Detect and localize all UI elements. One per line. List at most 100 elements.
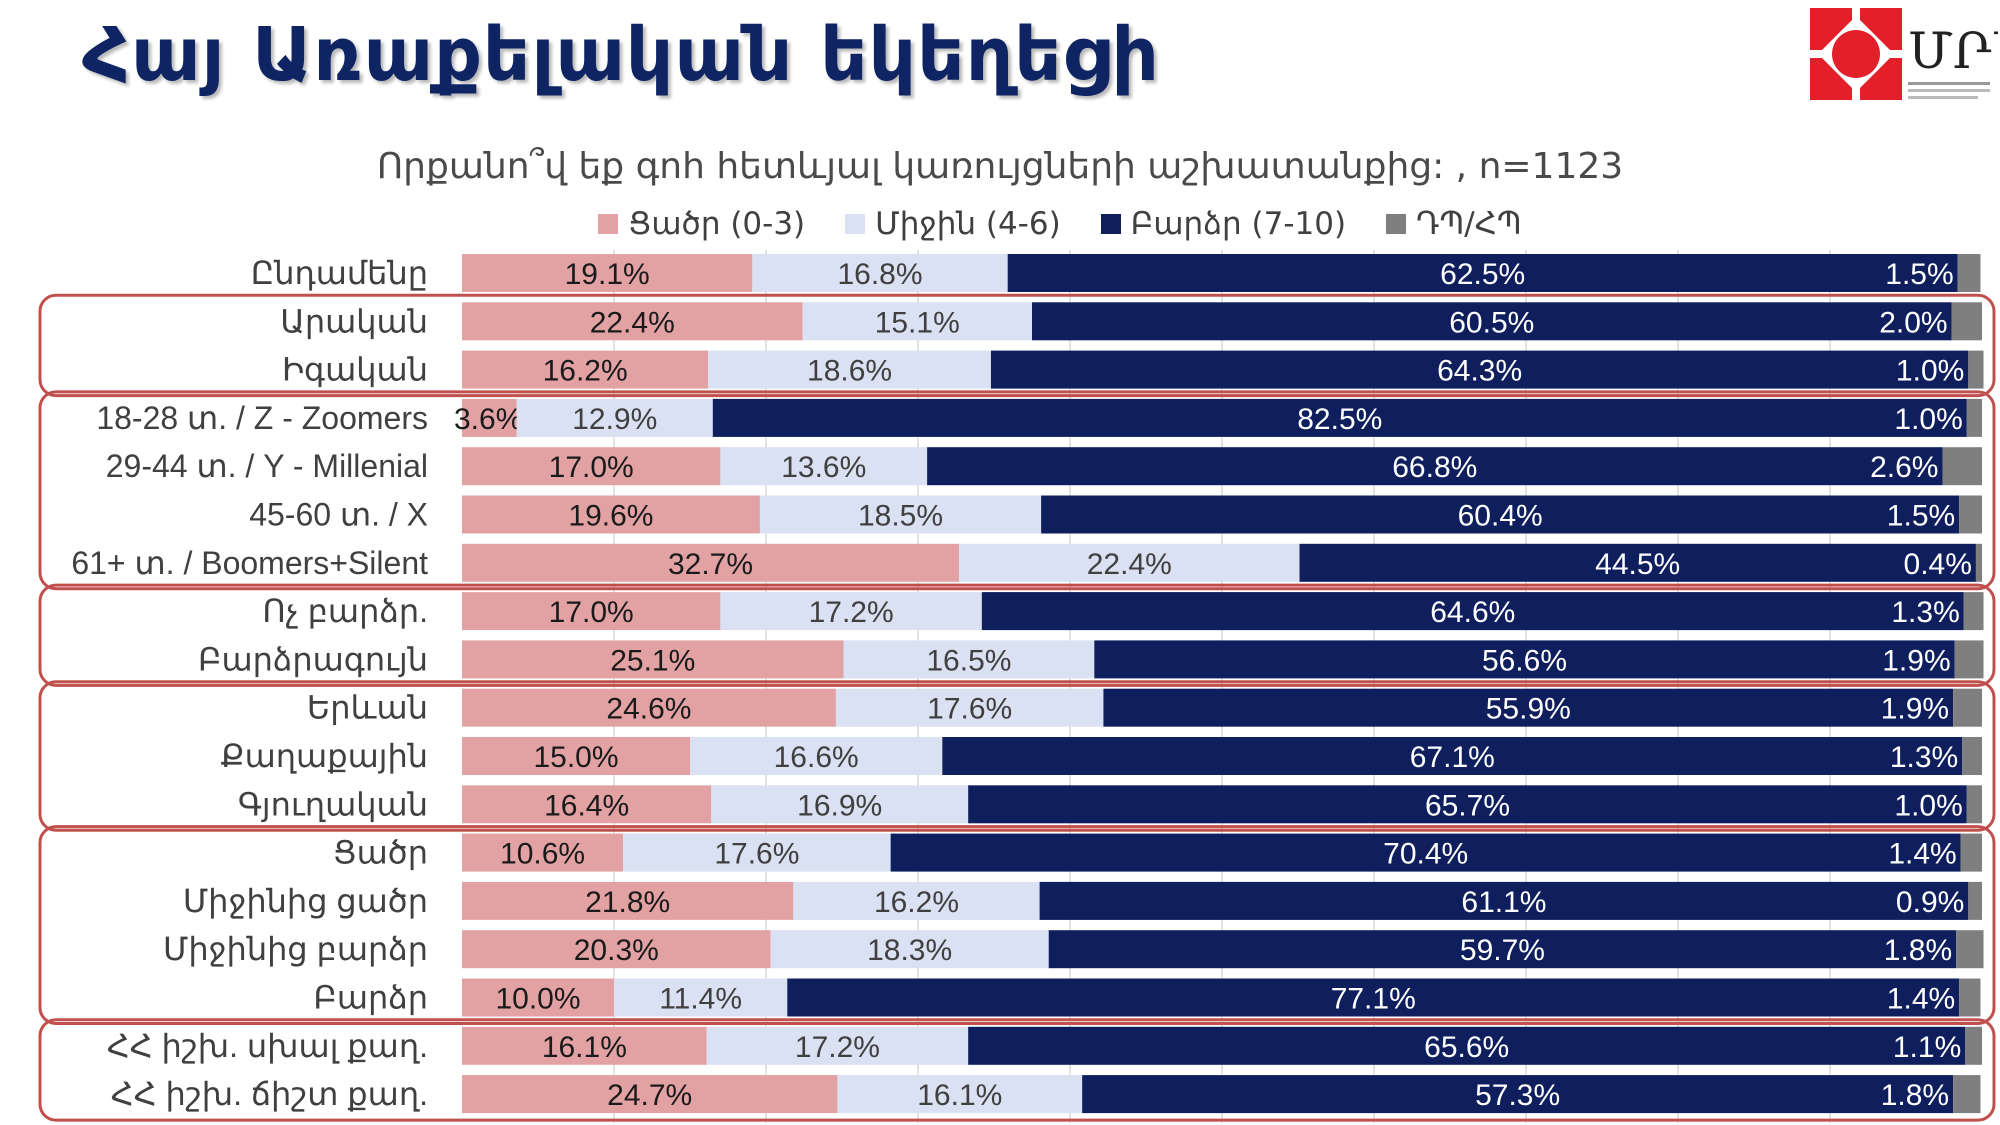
bar-segment [706,1026,969,1065]
bar-segment [1094,640,1955,679]
chart-title: Որքանո՞վ եք գոհ հետևյալ կառույցների աշխա… [376,146,1624,187]
bar-segment [787,978,1960,1017]
category-label: 29-44 տ. / Y - Millenial [106,448,428,484]
data-label: 1.8% [1884,934,1952,967]
bar-segment [711,785,969,824]
bar-segment [1968,881,1982,920]
bar-segment [1953,1075,1981,1114]
data-label: 55.9% [1486,693,1571,726]
bar-segment [614,978,788,1017]
page-title: Հայ Առաքելական եկեղեցի [82,12,1160,98]
bar-segment [1299,543,1976,582]
data-label: 1.4% [1888,838,1956,871]
data-label: 17.0% [549,596,634,629]
data-label: 62.5% [1440,258,1525,291]
bar-segment [462,640,844,679]
bar-segment [623,833,891,872]
data-label: 16.2% [874,886,959,919]
bar-segment [462,495,760,534]
legend-label-dk: ԴՊ/ՀՊ [1416,206,1522,242]
bar-segment [462,302,803,341]
bar-segment [462,1026,707,1065]
group-border [38,1018,1996,1122]
bar-segment [516,398,713,437]
data-label: 16.2% [543,355,628,388]
legend-item-low: Ցածր (0-3) [598,206,805,242]
data-label: 15.1% [875,306,960,339]
group-border [38,680,1996,832]
bar-segment [462,592,721,631]
data-label: 1.9% [1882,644,1950,677]
category-label: ՀՀ իշխ. սխալ քաղ. [107,1028,428,1064]
data-label: 66.8% [1392,451,1477,484]
bar-segment [837,1075,1083,1114]
group-border [38,583,1996,687]
bar-segment [927,447,1943,486]
data-label: 17.2% [795,1031,880,1064]
bar-segment [1032,302,1952,341]
bar-segment [462,398,517,437]
bar-segment [968,785,1967,824]
data-label: 17.2% [809,596,894,629]
data-label: 1.3% [1891,596,1959,629]
bar-segment [1960,833,1982,872]
data-label: 20.3% [574,934,659,967]
data-label: 2.0% [1879,306,1947,339]
group-border [38,293,1996,398]
data-label: 21.8% [585,886,670,919]
category-label: Միջինից բարձր [163,931,428,967]
category-label: Արական [280,303,428,339]
bar-segment [462,688,836,727]
brand-logo: ՄՐՄ [1810,8,1998,100]
category-label: 18-28 տ. / Z - Zoomers [96,400,428,436]
bar-segment [462,737,690,775]
data-label: 24.7% [607,1079,692,1112]
bar-segment [759,495,1042,534]
bar-segment [1957,254,1981,292]
data-label: 1.0% [1894,403,1962,436]
category-label: Գյուղական [238,786,428,822]
data-label: 15.0% [533,741,618,774]
bar-segment [1942,447,1982,486]
bar-segment [1962,737,1982,775]
bar-segment [462,930,771,969]
data-label: 16.1% [542,1031,627,1064]
group-border [38,825,1996,1025]
data-label: 3.6% [454,403,522,436]
data-label: 0.4% [1904,548,1972,581]
bar-segment [690,737,943,775]
category-label: Ոչ բարձր. [262,593,428,629]
bar-segment [1103,688,1954,727]
data-label: 82.5% [1297,403,1382,436]
data-label: 16.6% [774,741,859,774]
data-label: 1.9% [1881,693,1949,726]
legend-swatch-low [598,214,619,234]
data-label: 22.4% [1087,548,1172,581]
bar-segment [770,930,1049,969]
logo-emblem-icon [1810,8,1902,100]
legend-label-medium: Միջին (4-6) [875,206,1061,242]
data-label: 19.1% [565,258,650,291]
category-label: ՀՀ իշխ. ճիշտ քաղ. [111,1076,428,1112]
category-label: 45-60 տ. / X [249,497,428,533]
data-label: 16.4% [544,789,629,822]
logo-text: ՄՐՄ [1908,22,1998,80]
bar-segment [1965,1026,1982,1065]
bar-segment [835,688,1104,727]
data-label: 57.3% [1475,1079,1560,1112]
bar-segment [462,833,624,872]
data-label: 1.0% [1894,789,1962,822]
category-label: Քաղաքային [220,738,428,774]
bar-segment [720,592,982,631]
legend-label-high: Բարձր (7-10) [1130,206,1347,242]
data-label: 18.6% [807,355,892,388]
bar-segment [1956,930,1984,969]
data-label: 59.7% [1460,934,1545,967]
bar-segment [1968,350,1984,389]
data-label: 77.1% [1331,983,1416,1016]
bar-segment [1007,254,1958,292]
data-label: 1.5% [1887,500,1955,533]
bar-segment [752,254,1008,292]
legend-swatch-high [1100,214,1121,234]
